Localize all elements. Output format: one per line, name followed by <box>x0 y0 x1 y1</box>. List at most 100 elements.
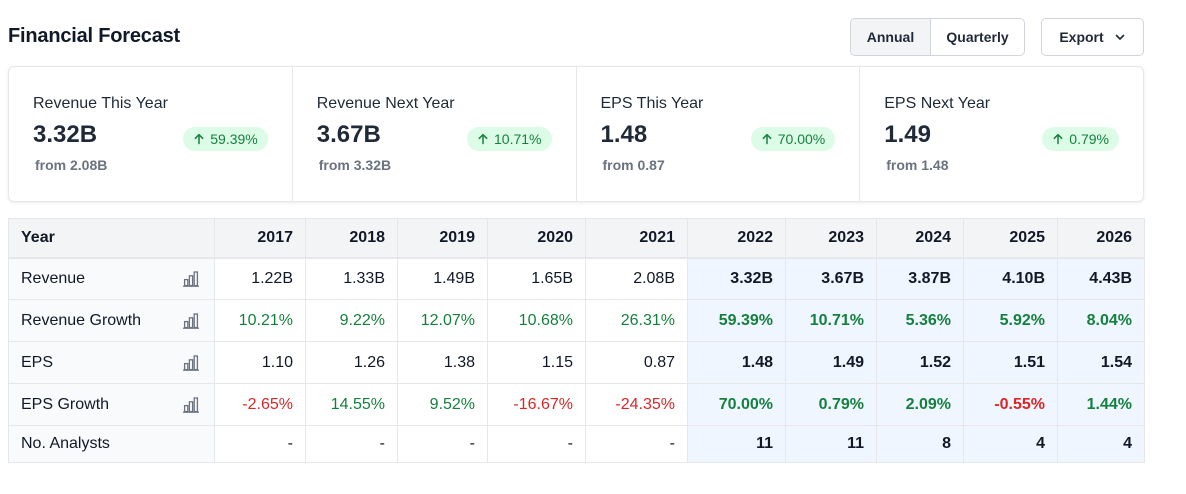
row-label-text: EPS Growth <box>21 395 110 413</box>
forecast-summary-cards: Revenue This Year 3.32B from 2.08B 59.39… <box>8 66 1144 202</box>
annual-button[interactable]: Annual <box>851 19 931 55</box>
table-cell: 12.07% <box>397 299 488 342</box>
row-label-text: EPS <box>21 353 54 371</box>
card-from: from 1.48 <box>886 157 949 173</box>
table-cell: -24.35% <box>585 383 688 426</box>
table-cell: 1.38 <box>397 341 488 384</box>
change-badge: 10.71% <box>467 127 552 151</box>
change-badge: 70.00% <box>750 127 836 151</box>
table-cell: 4 <box>963 425 1058 463</box>
row-label-text: Revenue Growth <box>21 311 142 329</box>
arrow-up-icon <box>478 133 488 145</box>
row-label-text: No. Analysts <box>21 435 110 452</box>
table-cell: - <box>487 425 586 463</box>
change-value: 10.71% <box>494 131 542 147</box>
change-value: 0.79% <box>1069 131 1109 147</box>
table-cell: 1.49 <box>785 341 877 384</box>
arrow-up-icon <box>762 133 772 145</box>
table-cell: 4.43B <box>1057 257 1145 300</box>
card-from: from 3.32B <box>318 157 392 173</box>
row-label: EPS <box>8 341 215 384</box>
card-label: EPS This Year <box>600 95 704 112</box>
year-2017: 2017 <box>214 218 306 259</box>
row-label: Revenue <box>8 257 215 300</box>
arrow-up-icon <box>1053 133 1063 145</box>
card-revenue-next-year: Revenue Next Year 3.67B from 3.32B 10.71… <box>293 67 577 201</box>
forecast-table: Year 2017 2018 2019 2020 2021 2022 2023 2024 202… <box>8 218 1145 463</box>
table-cell: 5.92% <box>963 299 1058 342</box>
bar-chart-icon[interactable] <box>182 354 200 371</box>
table-cell: 10.71% <box>785 299 877 342</box>
table-cell: 4 <box>1057 425 1145 463</box>
table-cell: -2.65% <box>214 383 306 426</box>
table-cell: 1.54 <box>1057 341 1145 384</box>
table-cell: 1.49B <box>397 257 488 300</box>
quarterly-button[interactable]: Quarterly <box>946 29 1009 45</box>
table-row: No. Analysts - - - - -11 11 8 4 4 <box>8 425 1145 463</box>
year-2024: 2024 <box>876 218 964 259</box>
export-label: Export <box>1059 29 1104 45</box>
table-cell: 1.10 <box>214 341 306 384</box>
year-2021: 2021 <box>585 218 688 259</box>
bar-chart-icon[interactable] <box>182 312 200 329</box>
card-eps-next-year: EPS Next Year 1.49 from 1.48 0.79% <box>860 67 1143 201</box>
chevron-down-icon <box>1115 34 1124 40</box>
card-from: from 2.08B <box>35 157 108 173</box>
table-cell: 9.22% <box>305 299 398 342</box>
table-cell: - <box>305 425 398 463</box>
bar-chart-icon[interactable] <box>182 396 200 413</box>
table-cell: 3.32B <box>687 257 786 300</box>
change-badge: 0.79% <box>1042 127 1119 151</box>
export-button[interactable]: Export <box>1041 18 1144 56</box>
table-cell: 70.00% <box>687 383 786 426</box>
period-toggle: Annual Quarterly <box>850 18 1025 56</box>
table-cell: 5.36% <box>876 299 964 342</box>
card-value: 1.49 <box>884 121 931 148</box>
table-cell: 26.31% <box>585 299 688 342</box>
table-cell: - <box>214 425 306 463</box>
card-label: Revenue Next Year <box>316 95 455 112</box>
table-cell: 14.55% <box>305 383 398 426</box>
table-cell: - <box>585 425 688 463</box>
table-cell: 1.48 <box>687 341 786 384</box>
table-cell: 0.87 <box>585 341 688 384</box>
table-cell: 3.87B <box>876 257 964 300</box>
table-cell: 1.26 <box>305 341 398 384</box>
table-cell: 10.21% <box>214 299 306 342</box>
row-label: Revenue Growth <box>8 299 215 342</box>
table-cell: 1.33B <box>305 257 398 300</box>
row-label: No. Analysts <box>8 425 215 463</box>
table-cell: 11 <box>687 425 786 463</box>
table-cell: 59.39% <box>687 299 786 342</box>
table-body: Revenue 1.22B 1.33B 1.49B 1.65B 2.08B 3.32B 3.6… <box>8 257 1145 463</box>
table-cell: 2.08B <box>585 257 688 300</box>
arrow-up-icon <box>194 133 204 145</box>
card-from: from 0.87 <box>602 157 665 173</box>
table-cell: 1.51 <box>963 341 1058 384</box>
row-label: EPS Growth <box>8 383 215 426</box>
table-row: Revenue Growth 10.21% 9.22% 12.07% 10.68% 26.… <box>8 299 1145 342</box>
table-cell: - <box>397 425 488 463</box>
year-2020: 2020 <box>487 218 586 259</box>
table-cell: 1.44% <box>1057 383 1145 426</box>
bar-chart-icon[interactable] <box>182 271 200 287</box>
table-row: Revenue 1.22B 1.33B 1.49B 1.65B 2.08B 3.32B 3.6… <box>8 257 1145 300</box>
card-value: 3.67B <box>316 121 381 148</box>
table-row: EPS Growth -2.65% 14.55% 9.52% -16.67% -24.35… <box>8 383 1145 426</box>
card-revenue-this-year: Revenue This Year 3.32B from 2.08B 59.39… <box>9 67 293 201</box>
table-cell: -16.67% <box>487 383 586 426</box>
year-2023: 2023 <box>785 218 877 259</box>
card-label: EPS Next Year <box>884 95 991 112</box>
card-label: Revenue This Year <box>33 95 168 112</box>
table-cell: 11 <box>785 425 877 463</box>
change-value: 59.39% <box>210 131 258 147</box>
table-cell: 8.04% <box>1057 299 1145 342</box>
row-label-text: Revenue <box>21 269 86 287</box>
table-cell: -0.55% <box>963 383 1058 426</box>
table-header-row: Year 2017 2018 2019 2020 2021 2022 2023 2024 202… <box>8 218 1145 259</box>
change-value: 70.00% <box>777 131 826 147</box>
table-cell: 3.67B <box>785 257 877 300</box>
table-cell: 8 <box>876 425 964 463</box>
table-cell: 9.52% <box>397 383 488 426</box>
table-cell: 0.79% <box>785 383 877 426</box>
